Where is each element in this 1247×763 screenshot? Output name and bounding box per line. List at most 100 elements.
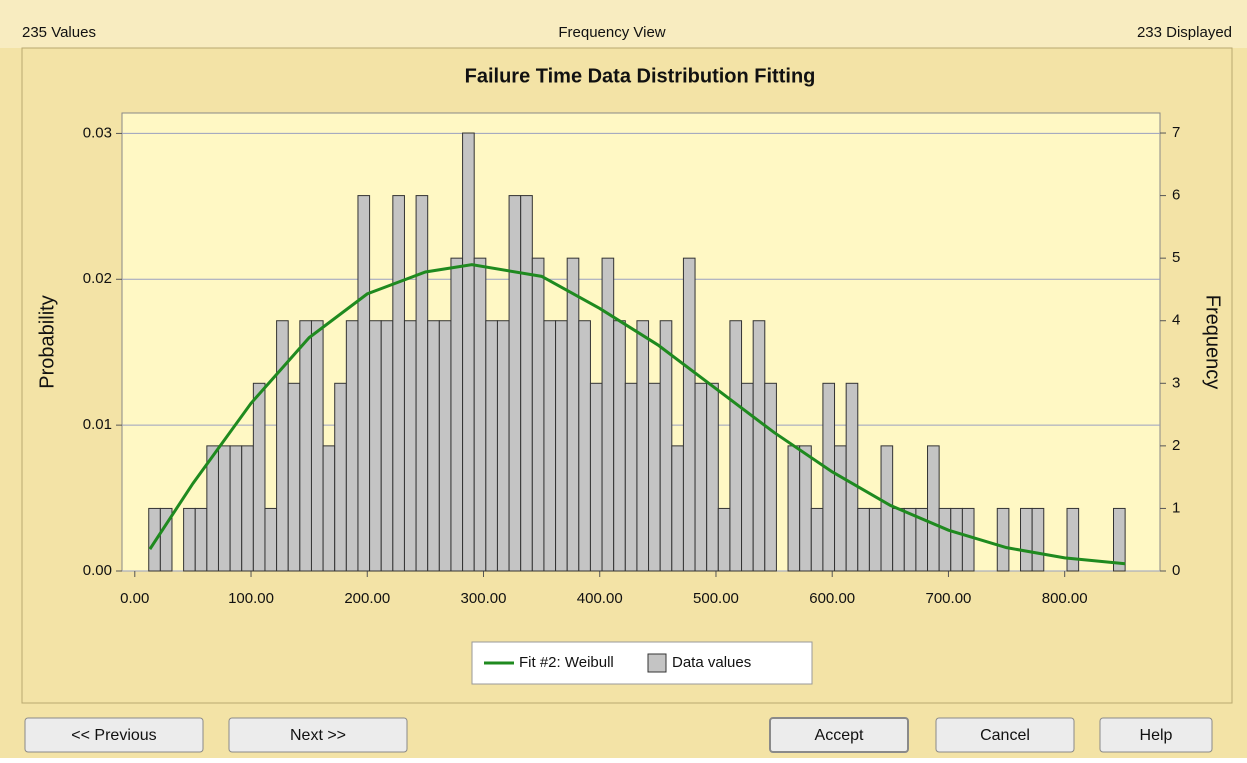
histogram-bar (671, 445, 684, 572)
histogram-bar (520, 195, 533, 572)
header-center: Frequency View (558, 24, 665, 41)
histogram-bar (334, 382, 347, 572)
plot: 0.00 0.01 0.02 0.03 0 1 2 3 4 5 6 7 0.00 100.00 200.00… (83, 124, 1181, 607)
histogram-bar (868, 507, 882, 572)
histogram-bar (508, 195, 522, 572)
histogram-bar (729, 320, 743, 572)
button[interactable]: Next >> (228, 717, 408, 753)
histogram-bar (1113, 507, 1126, 572)
button[interactable]: Help (1099, 717, 1213, 753)
histogram-bar (694, 382, 708, 572)
histogram-bar (927, 445, 940, 572)
histogram-bar (892, 507, 905, 572)
histogram-bar (601, 257, 615, 572)
header-left: 235 Values (22, 24, 96, 41)
histogram-bar (845, 382, 859, 572)
histogram-bar (578, 320, 591, 572)
histogram-bar (787, 445, 801, 572)
histogram-bar (380, 320, 394, 572)
histogram-bar (880, 445, 894, 572)
histogram-bar (183, 507, 196, 572)
chart-title: Failure Time Data Distribution Fitting (465, 65, 816, 87)
histogram-bar (194, 507, 208, 572)
button[interactable]: Accept (769, 717, 909, 753)
histogram-bar (229, 445, 243, 572)
histogram-bar (427, 320, 440, 572)
histogram-bar (217, 445, 231, 572)
histogram-bar (345, 320, 359, 572)
histogram-bar (310, 320, 324, 572)
histogram-bar (903, 507, 917, 572)
histogram-bar (159, 507, 173, 572)
histogram-bar (822, 382, 836, 572)
y-tick-label: 0.01 (83, 416, 112, 433)
histogram-bar (264, 507, 278, 572)
histogram-bar (299, 320, 312, 572)
histogram-bar (961, 507, 975, 572)
histogram-bar (996, 507, 1010, 572)
button-row: << Previous Next >> Accept Cancel Help (24, 717, 1213, 753)
button-face (228, 717, 408, 753)
histogram-bar (706, 382, 719, 572)
button[interactable]: Cancel (935, 717, 1075, 753)
histogram-bar (1020, 507, 1033, 572)
y2-axis-label: Frequency (1202, 295, 1224, 390)
histogram-bar (682, 257, 696, 572)
legend (471, 641, 813, 685)
histogram-bar (392, 195, 405, 572)
histogram-bar (810, 507, 824, 572)
histogram-bar (241, 445, 254, 572)
histogram-bar (857, 507, 870, 572)
x-tick-label: 500.00 (693, 590, 739, 607)
y-tick-label: 0.03 (83, 124, 112, 141)
histogram-bar (450, 257, 464, 572)
histogram-bar (438, 320, 452, 572)
histogram-bar (531, 257, 545, 572)
histogram-bar (369, 320, 382, 572)
histogram-bar (636, 320, 650, 572)
button-label: Cancel (980, 727, 1030, 744)
button-label: Accept (815, 727, 864, 744)
fit-curve (148, 263, 1126, 566)
y-tick-label: 0.02 (83, 270, 112, 287)
y2-tick-label: 5 (1172, 249, 1180, 266)
y2-tick-label: 2 (1172, 437, 1180, 454)
histogram-bar (659, 320, 673, 572)
y2-tick-label: 1 (1172, 499, 1180, 516)
histogram-bar (834, 445, 847, 572)
button[interactable]: << Previous (24, 717, 204, 753)
y2-tick-label: 3 (1172, 374, 1180, 391)
x-tick-label: 800.00 (1042, 590, 1088, 607)
histogram-bar (799, 445, 812, 572)
histogram-bar (415, 195, 429, 572)
x-tick-label: 0.00 (120, 590, 149, 607)
histogram-bar (276, 320, 289, 572)
button-label: Help (1140, 727, 1173, 744)
histogram-bar (613, 320, 626, 572)
button-face (24, 717, 204, 753)
header-bar (0, 0, 1247, 48)
histogram-bar (717, 507, 731, 572)
histogram-bar (543, 320, 557, 572)
histogram-bar (485, 320, 498, 572)
histogram-bar (938, 507, 952, 572)
x-tick-label: 200.00 (344, 590, 390, 607)
histogram-bar (1031, 507, 1045, 572)
button-face (1099, 717, 1213, 753)
histogram-bar (950, 507, 963, 572)
y2-tick-label: 4 (1172, 312, 1180, 329)
legend-bar-swatch (647, 653, 667, 673)
y-tick-label: 0.00 (83, 562, 112, 579)
histogram-bar (206, 445, 219, 572)
histogram-bar (764, 382, 777, 572)
y-axis-label: Probability (36, 295, 58, 388)
x-tick-label: 700.00 (926, 590, 972, 607)
histogram-bar (322, 445, 336, 572)
histogram-bar (555, 320, 568, 572)
histogram-bar (473, 257, 487, 572)
x-tick-label: 300.00 (461, 590, 507, 607)
histogram-bar (589, 382, 603, 572)
histogram-bar (357, 195, 371, 572)
